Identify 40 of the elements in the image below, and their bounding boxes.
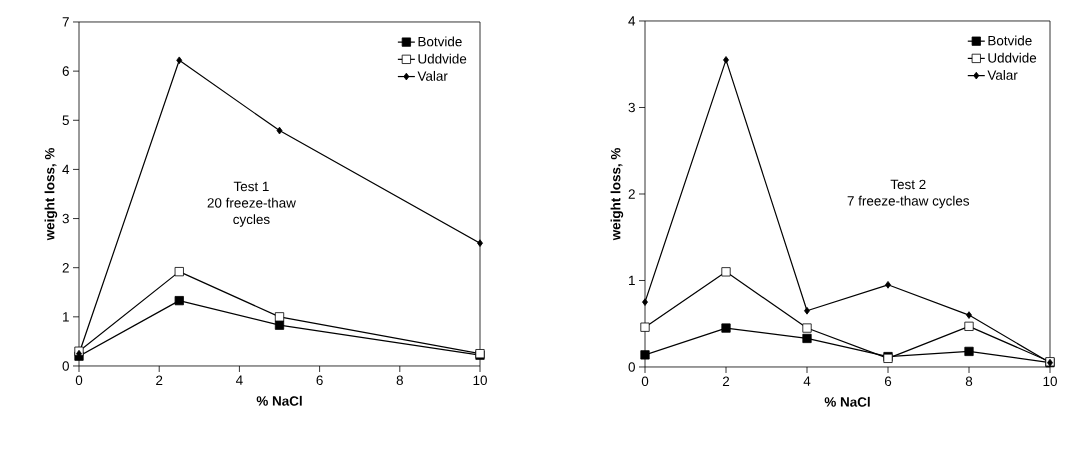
x-axis-title: % NaCl (824, 396, 870, 407)
y-axis-title: weight loss, % (610, 148, 624, 241)
x-tick-label: 10 (473, 375, 487, 386)
annotation: Test 2 (890, 179, 926, 190)
y-tick-label: 2 (62, 263, 69, 273)
x-tick-label: 8 (965, 376, 973, 387)
x-tick-label: 2 (156, 375, 163, 385)
legend-label: Valar (417, 70, 448, 81)
annotation: cycles (233, 214, 270, 227)
y-axis-title: weight loss, % (44, 148, 58, 241)
x-tick-label: 0 (75, 375, 83, 386)
y-tick-label: 2 (628, 189, 635, 199)
legend-label: Uddvide (988, 52, 1037, 63)
y-tick-label: 1 (629, 275, 635, 286)
x-tick-label: 0 (641, 376, 649, 387)
y-tick-label: 6 (62, 66, 69, 76)
x-tick-label: 8 (396, 375, 403, 386)
y-tick-label: 4 (62, 164, 70, 175)
y-tick-label: 1 (63, 312, 69, 322)
annotation: 7 freeze-thaw cycles (847, 195, 970, 209)
annotation: 20 freeze-thaw (207, 197, 296, 208)
y-tick-label: 0 (62, 361, 69, 371)
legend-label: Uddvide (418, 53, 467, 64)
x-tick-label: 6 (316, 375, 323, 386)
x-tick-label: 6 (884, 376, 892, 387)
y-tick-label: 3 (628, 102, 635, 113)
x-tick-label: 4 (235, 375, 243, 385)
annotation: Test 1 (233, 181, 269, 192)
x-tick-label: 2 (722, 376, 730, 386)
legend-label: Botvide (988, 35, 1032, 46)
y-tick-label: 0 (628, 362, 635, 372)
y-tick-label: 5 (62, 115, 69, 125)
y-tick-label: 4 (628, 16, 636, 26)
legend-label: Valar (987, 70, 1018, 80)
legend-label: Botvide (418, 36, 462, 47)
x-tick-label: 4 (803, 376, 811, 386)
y-tick-label: 3 (62, 213, 69, 224)
x-tick-label: 10 (1043, 376, 1057, 387)
y-tick-label: 7 (62, 17, 69, 27)
x-axis-title: % NaCl (256, 395, 302, 406)
